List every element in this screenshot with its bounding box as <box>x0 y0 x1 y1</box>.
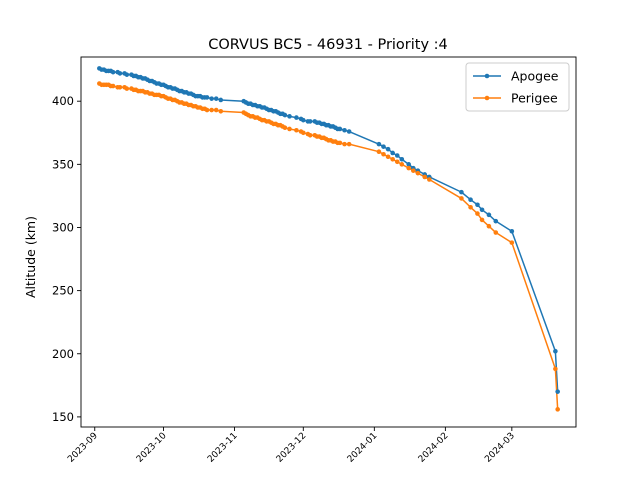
data-point-perigee <box>294 127 299 133</box>
data-point-apogee <box>307 119 313 124</box>
data-point-perigee <box>337 140 343 146</box>
data-point-perigee <box>282 125 288 131</box>
data-point-perigee <box>410 168 416 173</box>
data-point-apogee <box>209 96 214 101</box>
data-point-apogee <box>204 95 210 100</box>
legend-box <box>465 62 570 112</box>
data-point-apogee <box>555 389 560 394</box>
data-point-perigee <box>390 156 395 162</box>
data-point-apogee <box>300 117 306 123</box>
data-point-apogee <box>479 207 485 213</box>
legend-label-apogee: Apogee <box>511 69 559 84</box>
y-tick-label: 300 <box>52 220 74 234</box>
data-point-perigee <box>376 149 382 155</box>
legend-marker-perigee <box>484 95 490 101</box>
y-tick-label: 250 <box>52 284 74 298</box>
data-point-apogee <box>342 127 347 133</box>
data-point-perigee <box>381 151 386 157</box>
data-point-apogee <box>213 96 219 101</box>
data-point-apogee <box>553 348 558 354</box>
data-point-perigee <box>204 107 210 113</box>
data-point-apogee <box>381 144 386 149</box>
data-point-perigee <box>475 211 480 216</box>
data-point-perigee <box>394 159 400 165</box>
data-point-perigee <box>124 86 130 91</box>
axes-frame <box>80 56 577 428</box>
data-point-apogee <box>493 218 499 224</box>
y-tick-label: 150 <box>52 410 74 424</box>
data-point-apogee <box>509 228 515 234</box>
data-point-perigee <box>509 240 515 245</box>
data-point-perigee <box>385 154 391 160</box>
data-point-apogee <box>385 146 391 152</box>
data-point-perigee <box>307 132 313 138</box>
data-point-perigee <box>218 109 224 114</box>
data-point-perigee <box>110 83 116 89</box>
data-point-perigee <box>209 107 214 113</box>
data-point-perigee <box>406 165 412 171</box>
data-point-apogee <box>390 150 395 156</box>
data-point-perigee <box>459 196 464 201</box>
data-point-perigee <box>555 407 560 412</box>
chart-title: CORVUS BC5 - 46931 - Priority :4 <box>208 37 448 53</box>
y-tick-label: 350 <box>52 157 74 171</box>
y-axis-label: Altitude (km) <box>23 216 38 298</box>
data-point-apogee <box>282 112 288 118</box>
data-point-apogee <box>294 115 299 120</box>
data-point-perigee <box>422 174 428 180</box>
data-point-apogee <box>337 126 343 132</box>
data-point-apogee <box>287 114 292 119</box>
data-point-perigee <box>287 126 292 132</box>
data-point-perigee <box>468 204 473 210</box>
data-point-apogee <box>394 153 400 158</box>
data-point-apogee <box>399 156 405 162</box>
data-point-perigee <box>415 170 421 176</box>
data-point-apogee <box>406 162 412 167</box>
data-point-perigee <box>553 366 558 372</box>
data-point-apogee <box>346 129 352 134</box>
data-point-perigee <box>213 107 219 113</box>
y-tick-label: 400 <box>52 94 74 108</box>
data-point-perigee <box>346 141 352 147</box>
data-point-perigee <box>486 223 492 229</box>
data-point-perigee <box>427 177 432 182</box>
legend-label-perigee: Perigee <box>511 91 558 106</box>
data-point-apogee <box>486 212 492 218</box>
data-point-apogee <box>376 141 382 147</box>
data-point-apogee <box>459 189 464 195</box>
data-point-perigee <box>342 141 347 147</box>
legend: Apogee Perigee <box>465 62 570 112</box>
plot-area <box>97 66 560 412</box>
data-point-apogee <box>475 202 480 208</box>
data-point-perigee <box>300 130 306 136</box>
data-point-apogee <box>110 69 116 75</box>
data-point-apogee <box>117 71 123 76</box>
data-point-perigee <box>493 230 499 235</box>
data-point-perigee <box>117 85 123 90</box>
data-point-apogee <box>468 197 473 202</box>
data-point-apogee <box>124 72 130 77</box>
data-point-perigee <box>399 162 405 167</box>
y-tick-label: 200 <box>52 347 74 361</box>
data-point-apogee <box>218 97 224 103</box>
legend-marker-apogee <box>484 73 490 79</box>
data-point-perigee <box>479 217 485 223</box>
